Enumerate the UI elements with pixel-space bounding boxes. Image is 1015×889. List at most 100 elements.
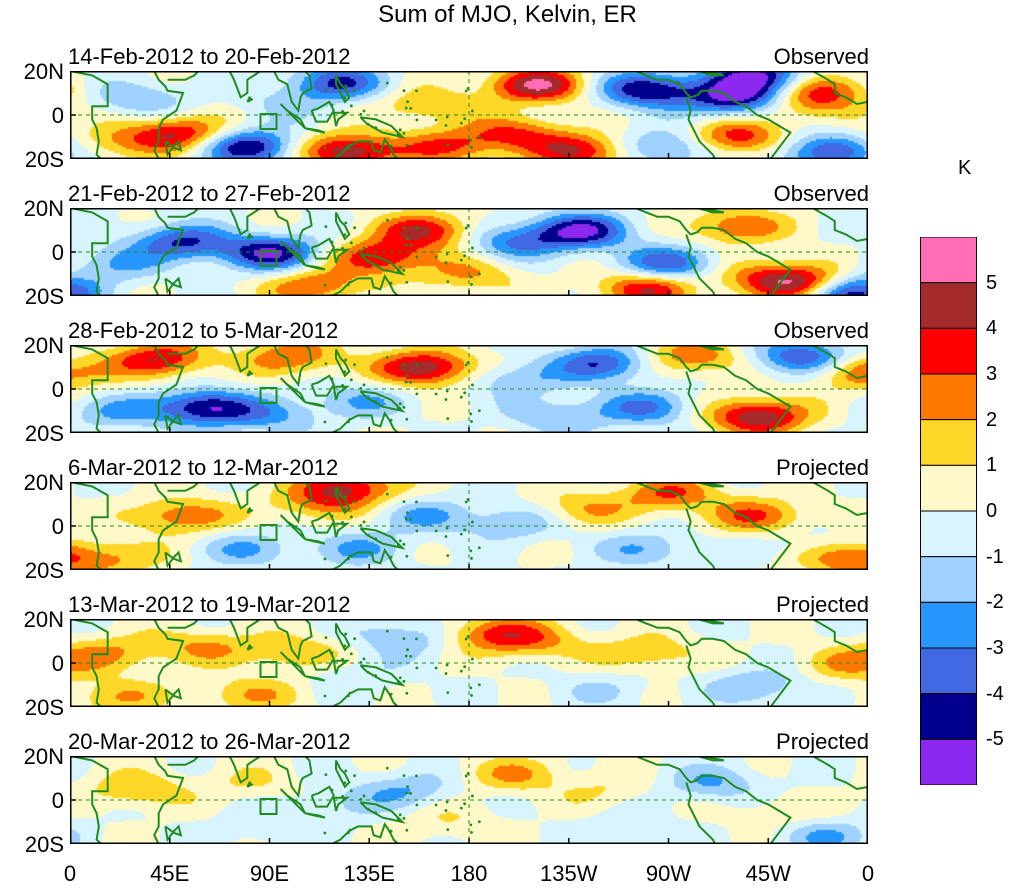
coastline (322, 547, 399, 570)
island-dot (344, 358, 348, 362)
coastline (246, 369, 254, 377)
panel-date-range: 14-Feb-2012 to 20-Feb-2012 (68, 44, 351, 69)
coastline (220, 619, 262, 647)
reference-box (259, 798, 278, 815)
coastline (220, 482, 262, 510)
island-dot (366, 122, 370, 126)
island-dot (477, 272, 481, 276)
island-dot (464, 89, 468, 93)
island-dot (406, 100, 409, 104)
panel-date-range: 20-Mar-2012 to 26-Mar-2012 (68, 729, 351, 754)
island-dot (324, 88, 328, 92)
coastline (359, 390, 406, 413)
reference-box (259, 250, 278, 267)
colorbar-label: 2 (986, 408, 998, 431)
island-dot (459, 532, 463, 536)
island-dot (409, 243, 413, 247)
coastline (70, 619, 109, 707)
island-dot (477, 820, 481, 824)
colorbar-label: -4 (986, 682, 1004, 705)
coastline (167, 482, 200, 492)
island-dot (469, 686, 473, 690)
island-dot (344, 769, 348, 773)
island-dot (402, 679, 406, 683)
lat-label: 20S (24, 147, 64, 172)
island-dot (409, 654, 413, 658)
island-dot (459, 258, 463, 262)
map-overlay (70, 345, 868, 433)
island-dot (469, 549, 473, 553)
coastline (685, 645, 716, 707)
coastline (812, 482, 868, 517)
colorbar-swatch (920, 373, 977, 421)
island-dot (415, 637, 418, 641)
coastline (359, 527, 406, 550)
island-dot (463, 802, 467, 806)
island-dot (405, 280, 409, 284)
colorbar-swatch (920, 738, 977, 785)
lat-label: 20N (23, 196, 64, 221)
island-dot (402, 131, 406, 135)
map-panel (70, 619, 868, 707)
island-dot (471, 657, 474, 661)
coastline (332, 796, 351, 812)
colorbar-swatch (920, 647, 977, 695)
island-dot (362, 657, 366, 661)
island-dot (361, 802, 364, 805)
island-dot (404, 654, 408, 658)
island-dot (342, 249, 346, 252)
island-dot (389, 144, 393, 148)
island-dot (341, 520, 344, 524)
island-dot (374, 674, 378, 678)
map-panel (70, 208, 868, 296)
coastline (685, 508, 716, 570)
lon-label: 90E (249, 861, 290, 886)
coastline (812, 756, 868, 791)
colorbar-swatch (920, 601, 977, 649)
coastline (310, 237, 335, 260)
island-dot (362, 383, 366, 387)
coastline (167, 619, 200, 629)
coastline (335, 211, 351, 241)
island-dot (323, 557, 327, 561)
coastline (279, 514, 306, 540)
coastline (322, 273, 399, 296)
island-dot (343, 507, 347, 511)
island-dot (464, 500, 468, 504)
island-dot (463, 391, 467, 395)
coastline (332, 522, 351, 538)
island-dot (385, 766, 389, 770)
island-dot (324, 225, 328, 229)
island-dot (374, 400, 378, 404)
island-dot (343, 233, 347, 237)
coastline (164, 413, 183, 432)
island-dot (353, 774, 356, 778)
island-dot (415, 226, 418, 230)
coastline (304, 812, 326, 819)
coastline (332, 248, 351, 264)
panel-date-range: 13-Mar-2012 to 19-Mar-2012 (68, 592, 351, 617)
coastline (685, 97, 716, 159)
island-dot (396, 817, 400, 821)
island-dot (405, 828, 409, 832)
map-panel (70, 345, 868, 433)
island-dot (409, 517, 413, 521)
colorbar-label: 1 (986, 454, 998, 477)
island-dot (343, 96, 347, 100)
island-dot (434, 118, 438, 122)
island-dot (348, 417, 352, 421)
island-dot (445, 663, 449, 667)
panel-date-range: 6-Mar-2012 to 12-Mar-2012 (68, 455, 339, 480)
colorbar-swatch (920, 237, 977, 284)
island-dot (404, 791, 408, 795)
coastline (812, 619, 868, 654)
island-dot (471, 520, 474, 524)
island-dot (341, 657, 344, 661)
island-dot (402, 405, 406, 409)
island-dot (324, 636, 328, 640)
coastline (164, 824, 183, 843)
island-dot (402, 816, 406, 820)
island-dot (342, 112, 346, 115)
island-dot (324, 362, 328, 366)
island-dot (344, 221, 348, 225)
